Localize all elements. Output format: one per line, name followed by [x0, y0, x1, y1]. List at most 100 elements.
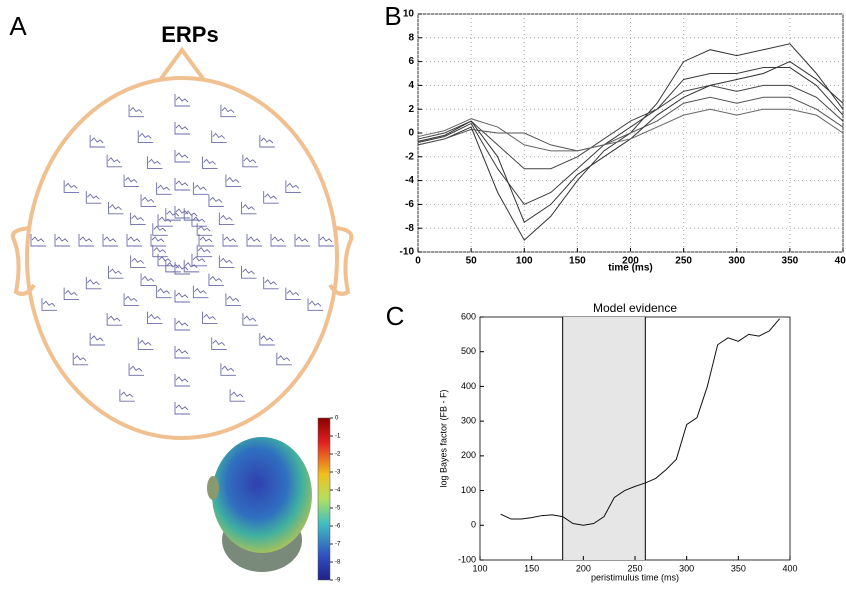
- head-3d: [207, 437, 312, 572]
- erp-glyph: [196, 244, 213, 258]
- erp-glyph: [208, 194, 224, 207]
- data-line: [417, 67, 844, 206]
- y-tick-label: 300: [461, 416, 476, 426]
- erp-glyph: [128, 363, 145, 376]
- erp-glyph: [198, 234, 214, 247]
- erp-glyph: [222, 234, 238, 247]
- erp-glyph: [307, 298, 324, 311]
- erp-glyph: [157, 253, 174, 267]
- erp-glyph: [130, 255, 146, 268]
- erp-glyph: [285, 180, 301, 193]
- erp-glyph: [174, 290, 190, 303]
- x-axis-label: time (ms): [608, 263, 652, 274]
- x-tick-label: 100: [472, 563, 487, 573]
- data-line: [417, 84, 844, 170]
- panel-label: A: [9, 11, 27, 41]
- head-outline: [25, 76, 339, 440]
- x-tick-label: 400: [835, 256, 846, 267]
- erp-glyph: [152, 244, 168, 258]
- erp-glyph: [108, 201, 124, 215]
- erp-glyph: [174, 122, 190, 135]
- erp-glyph: [146, 156, 163, 169]
- left-ear: [10, 226, 36, 296]
- erp-glyph: [218, 255, 235, 268]
- erp-glyph: [137, 130, 154, 143]
- erp-glyph: [242, 154, 258, 168]
- erp-glyph: [63, 287, 80, 301]
- x-tick-label: 350: [731, 563, 746, 573]
- erp-glyph: [174, 94, 190, 107]
- erp-glyph: [85, 191, 102, 204]
- erp-glyph: [263, 191, 279, 204]
- erp-glyph: [270, 234, 286, 247]
- y-tick-label: 2: [408, 104, 414, 115]
- erp-glyph: [108, 266, 124, 279]
- chart-title: Model evidence: [593, 301, 677, 315]
- x-tick-label: 250: [627, 563, 642, 573]
- x-axis-label: peristimulus time (ms): [591, 572, 679, 582]
- panel-label: B: [384, 1, 401, 31]
- scalp-map: [212, 437, 312, 553]
- x-tick-label: 100: [516, 256, 533, 267]
- y-tick-label: 600: [461, 311, 476, 321]
- erp-glyph: [202, 311, 218, 325]
- colorbar-tick-label: -7: [335, 542, 341, 548]
- data-line: [417, 96, 844, 152]
- erp-glyph: [241, 201, 257, 215]
- x-tick-label: 300: [679, 563, 694, 573]
- erp-glyph: [183, 208, 200, 221]
- erp-glyph: [165, 259, 181, 273]
- erp-glyph: [225, 174, 241, 188]
- erp-glyph: [183, 259, 200, 273]
- erp-glyph: [259, 332, 275, 346]
- erp-glyph: [191, 214, 207, 227]
- y-tick-label: 200: [461, 450, 476, 460]
- erp-glyph: [30, 234, 46, 247]
- erp-glyph: [285, 287, 301, 301]
- panel-label: C: [386, 301, 405, 331]
- y-tick-label: -10: [400, 247, 415, 258]
- y-tick-label: 100: [461, 485, 476, 495]
- erp-glyph: [140, 273, 157, 287]
- erp-glyph: [85, 276, 102, 290]
- erp-glyph: [225, 293, 241, 306]
- x-tick-label: 400: [782, 563, 797, 573]
- y-tick-label: -6: [405, 199, 414, 210]
- nose: [158, 46, 206, 82]
- y-tick-label: -100: [458, 554, 476, 564]
- erp-glyph: [123, 293, 140, 306]
- colorbar-tick-label: 0: [335, 416, 339, 422]
- erp-glyph: [72, 352, 89, 366]
- erp-glyph: [78, 234, 94, 247]
- colorbar-tick-label: -4: [335, 488, 341, 494]
- erp-glyph: [229, 389, 246, 402]
- shaded-region: [562, 317, 646, 560]
- colorbar: [317, 417, 331, 581]
- erp-glyph: [202, 156, 218, 169]
- x-tick-label: 250: [675, 256, 692, 267]
- data-line: [500, 318, 781, 526]
- erp-glyph: [89, 135, 106, 148]
- erp-glyph: [192, 182, 209, 195]
- colorbar-tick-label: -8: [335, 560, 341, 566]
- colorbar-tick-label: -2: [335, 452, 341, 458]
- erp-glyph: [89, 332, 106, 346]
- colorbar-tick-label: -9: [335, 578, 341, 584]
- erp-glyph: [196, 223, 213, 236]
- erp-glyph: [106, 154, 123, 168]
- erp-glyph: [211, 130, 227, 143]
- erp-glyph: [102, 234, 118, 247]
- erp-glyph: [174, 150, 190, 163]
- erp-glyph: [63, 180, 80, 193]
- colorbar-tick-label: -6: [335, 524, 341, 530]
- x-tick-label: 50: [466, 256, 478, 267]
- colorbar-tick-label: -5: [335, 506, 341, 512]
- erp-glyph: [208, 273, 224, 287]
- erp-glyph: [174, 262, 190, 275]
- erp-glyph: [276, 352, 292, 366]
- erp-glyph: [128, 104, 145, 118]
- erp-glyph: [220, 104, 236, 118]
- y-tick-label: 400: [461, 381, 476, 391]
- erp-glyph: [294, 234, 310, 247]
